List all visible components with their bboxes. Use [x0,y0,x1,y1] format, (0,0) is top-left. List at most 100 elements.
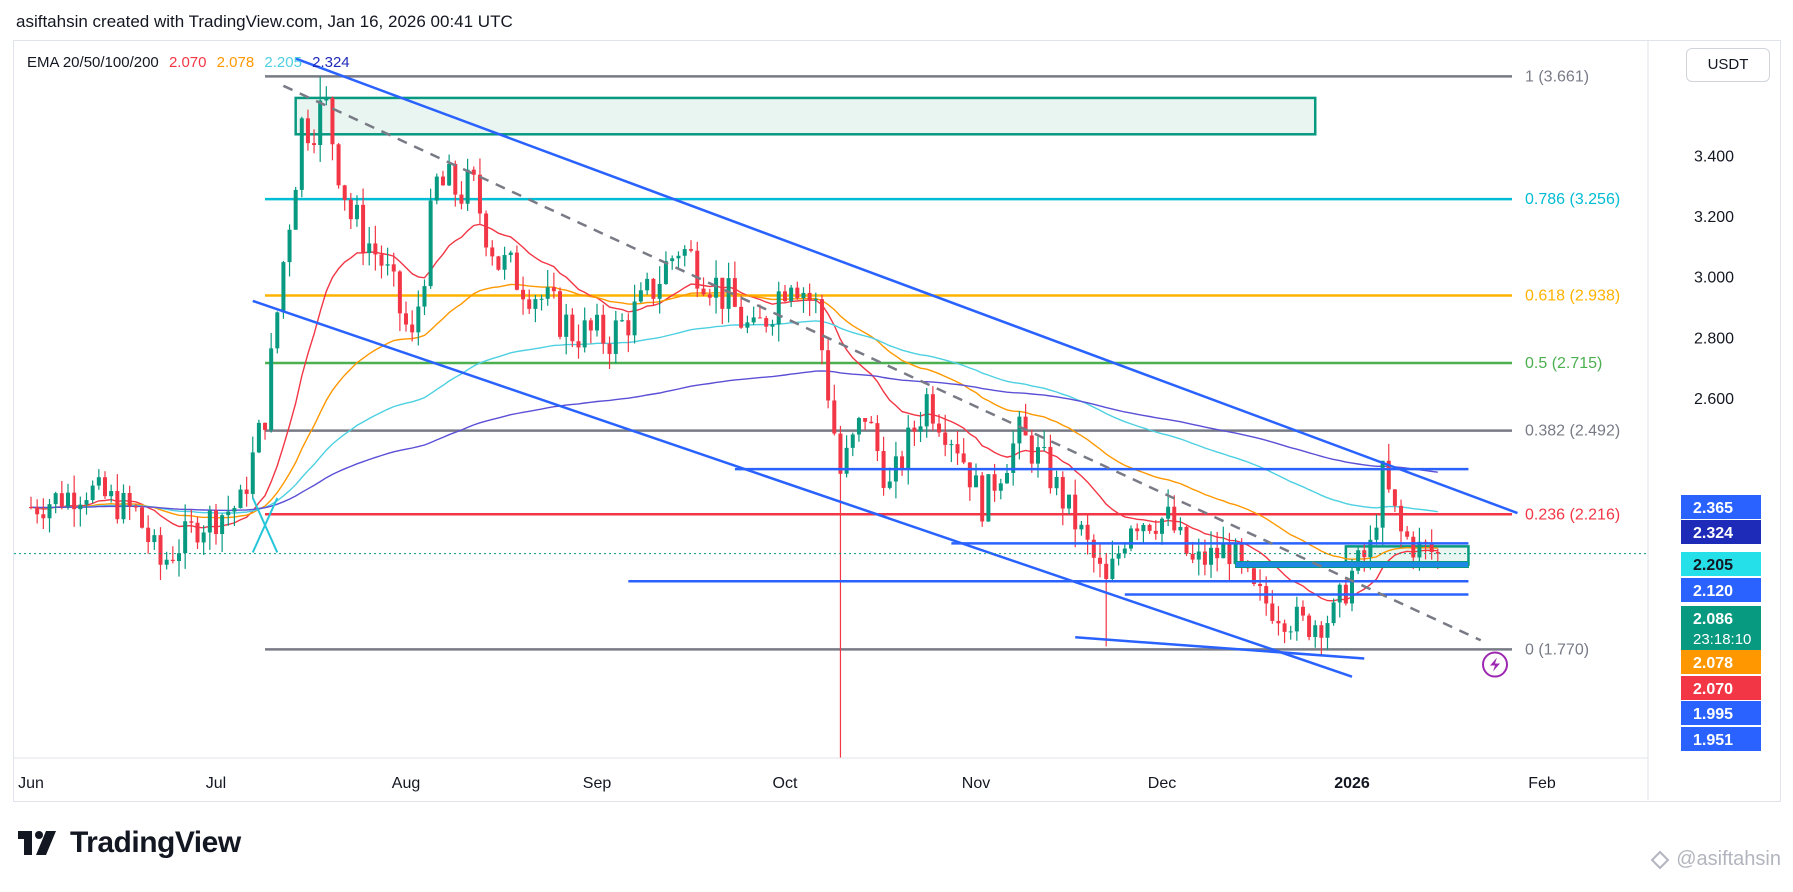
candle-body [1067,494,1071,509]
ema-legend[interactable]: EMA 20/50/100/200 2.070 2.078 2.205 2.32… [27,54,356,71]
ema200-value: 2.324 [312,54,350,71]
candle [620,313,625,322]
candle [564,303,569,355]
candle-body [391,264,396,272]
candle [545,269,550,306]
candle-body [127,493,132,507]
candle-body [924,394,929,427]
candle [502,246,507,280]
candle-body [96,477,101,486]
candle [324,86,329,106]
candle-body [281,262,286,313]
chart-frame[interactable] [13,40,1781,802]
candle-body [1215,547,1220,559]
candle [838,425,843,758]
candle [813,292,818,314]
candle [980,472,985,527]
candle-body [912,427,917,432]
candle-body [214,510,218,534]
plot-area [14,57,1648,758]
candle [1258,569,1263,601]
candle [651,277,656,306]
candle [133,503,138,512]
candle [1313,620,1318,648]
candle-body [576,341,581,348]
price-badge-label: 2.070 [1693,681,1733,698]
candle [189,509,194,533]
candle-body [844,447,849,474]
candle [29,496,33,510]
candle [1042,430,1047,452]
x-axis-tick-label: Dec [1148,775,1176,792]
candle-body [1417,541,1422,558]
candle [1392,488,1397,513]
candle-body [1147,524,1152,531]
price-badge-label: 2.120 [1693,583,1733,600]
price-badge-label: 2.078 [1693,655,1733,672]
candle [397,270,402,332]
candle-body [645,278,650,291]
candle-body [588,320,593,331]
price-badge: 2.086 23:18:10 [1681,606,1761,650]
currency-selector-button[interactable]: USDT [1686,48,1770,82]
candle [422,279,427,316]
candle-body [582,320,587,348]
candle-body [1196,551,1201,560]
candle [1141,523,1146,544]
candle [521,276,526,315]
candle [1085,514,1090,555]
x-axis-tick-label: Aug [392,775,420,792]
candle-body [514,252,519,290]
candle [342,184,347,211]
candle [676,251,681,268]
candle-body [244,489,249,494]
candle-body [875,423,880,452]
candle-body [66,492,70,507]
tradingview-logo[interactable]: TradingView [18,826,241,860]
candle-body [1331,602,1336,624]
x-axis-tick-label: Nov [962,775,990,792]
y-axis-tick-label: 2.800 [1694,330,1734,347]
ema-legend-title: EMA 20/50/100/200 [27,54,159,71]
candle-body [330,97,335,145]
price-badge-bg [1681,520,1761,544]
candle-body [109,490,114,497]
price-badge: 2.205 [1681,552,1761,576]
candle-body [613,320,618,354]
candle [1116,545,1121,566]
candle [1227,532,1232,582]
candle-body [410,324,415,333]
candle [164,551,169,570]
price-badge-label: 2.086 [1693,611,1733,628]
candle [1079,520,1084,536]
candle [508,250,513,263]
supply-demand-zone [294,96,1317,136]
candle-body [838,433,843,474]
candle-body [293,189,298,230]
candle [410,310,415,342]
candle [140,505,144,529]
candle [1319,621,1324,655]
candle-body [373,243,378,255]
price-badge-label: 2.324 [1693,525,1733,542]
candle-body [595,314,599,331]
candle [795,281,800,300]
candle-body [1282,623,1287,632]
candle-body [508,252,513,256]
candle-body [1368,539,1373,558]
candle-body [961,453,966,463]
candle [84,492,89,515]
candle-body [819,299,824,351]
candle-body [1079,524,1084,530]
candle-body [570,314,575,342]
candle [745,315,750,334]
candle [789,284,794,308]
candle [1276,606,1281,636]
candle [1202,539,1207,576]
candle [232,505,237,527]
candle [613,310,618,364]
candle [1048,434,1053,494]
candle [582,307,587,353]
candle [570,308,575,348]
